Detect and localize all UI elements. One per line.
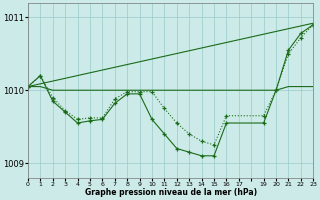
X-axis label: Graphe pression niveau de la mer (hPa): Graphe pression niveau de la mer (hPa) (84, 188, 257, 197)
